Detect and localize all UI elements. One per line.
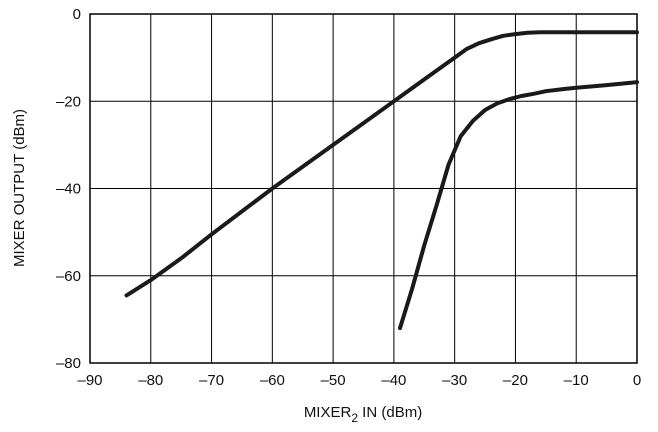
x-tick-labels: –90 –80 –70 –60 –50 –40 –30 –20 –10 0 — [77, 372, 641, 389]
x-axis-title-tail: IN (dBm) — [358, 404, 422, 421]
x-tick-label: –30 — [442, 372, 467, 389]
y-tick-label: –60 — [56, 268, 81, 285]
series-line-1 — [124, 30, 639, 298]
y-tick-label: –40 — [56, 181, 81, 198]
x-axis-title-subscript: 2 — [351, 411, 358, 425]
x-tick-label: –20 — [503, 372, 528, 389]
x-axis-title: MIXER2 IN (dBm) — [304, 404, 422, 425]
x-tick-label: –70 — [199, 372, 224, 389]
x-tick-label: 0 — [633, 372, 641, 389]
y-tick-label: –20 — [56, 93, 81, 110]
x-axis-title-main: MIXER — [304, 404, 352, 421]
x-tick-label: –50 — [321, 372, 346, 389]
series-layer — [124, 30, 639, 331]
x-tick-label: –80 — [138, 372, 163, 389]
y-tick-labels: –80 –60 –40 –20 0 — [56, 6, 81, 372]
x-tick-label: –60 — [260, 372, 285, 389]
x-tick-label: –90 — [77, 372, 102, 389]
x-tick-label: –40 — [381, 372, 406, 389]
y-axis-title: MIXER OUTPUT (dBm) — [11, 109, 28, 267]
plot-frame — [89, 13, 638, 364]
y-tick-label: –80 — [56, 355, 81, 372]
y-tick-label: 0 — [73, 6, 81, 23]
grid — [89, 13, 638, 364]
series-line-2 — [398, 80, 639, 331]
x-tick-label: –10 — [564, 372, 589, 389]
